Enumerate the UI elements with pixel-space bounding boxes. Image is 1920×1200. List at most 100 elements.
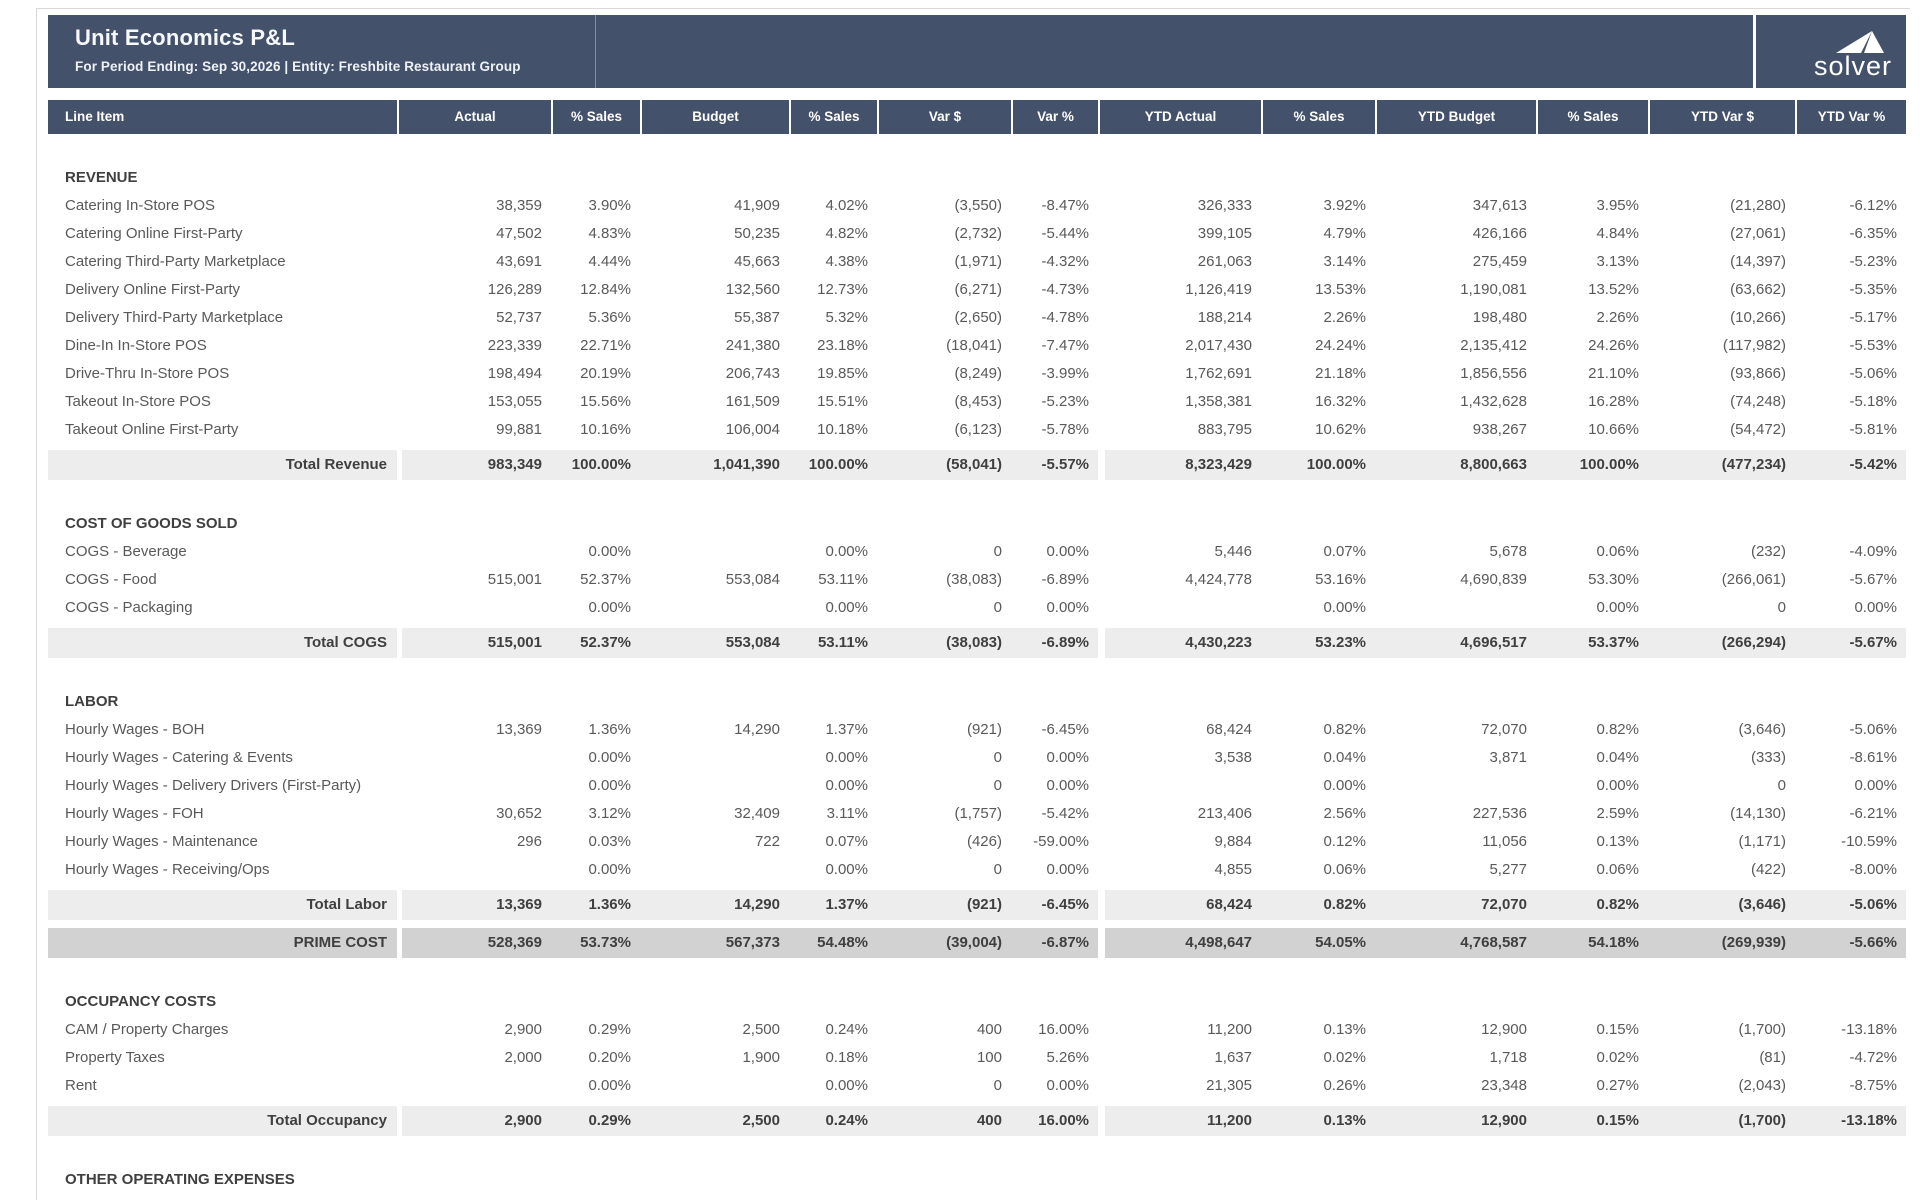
row-label: COGS - Packaging bbox=[65, 599, 193, 616]
cell-ytd-budget: 4,768,587 bbox=[1375, 928, 1536, 958]
cell-ytd-var: -5.42% bbox=[1795, 450, 1906, 480]
cell-var: 0 bbox=[993, 777, 1002, 794]
cell-sales: 2.26% bbox=[1323, 309, 1366, 326]
cell-budget: 2,500 bbox=[742, 1021, 780, 1038]
solver-logo-text: solver bbox=[1813, 51, 1892, 81]
cell-sales: 0.00% bbox=[588, 1077, 631, 1094]
cell-sales: 0.18% bbox=[825, 1049, 868, 1066]
row-label: Drive-Thru In-Store POS bbox=[65, 365, 230, 382]
cell-sales: 0.04% bbox=[1323, 749, 1366, 766]
cell-ytd-var: -5.53% bbox=[1849, 337, 1897, 354]
cell-actual: 38,359 bbox=[496, 197, 542, 214]
cell-sales: 0.13% bbox=[1596, 833, 1639, 850]
cell-ytd-var: (477,234) bbox=[1648, 450, 1795, 480]
cell-budget: 32,409 bbox=[734, 805, 780, 822]
line-item-row-hourly-wages-delivery-drivers-first-party: Hourly Wages - Delivery Drivers (First-P… bbox=[48, 772, 1906, 800]
cell-sales: 53.11% bbox=[789, 628, 877, 658]
cell-ytd-budget: 2,135,412 bbox=[1460, 337, 1527, 354]
cell-var: 0.00% bbox=[1046, 599, 1089, 616]
cell-sales: 0.15% bbox=[1536, 1106, 1648, 1136]
cell-budget: 1,900 bbox=[742, 1049, 780, 1066]
row-label: Hourly Wages - FOH bbox=[65, 805, 204, 822]
cell-budget: 132,560 bbox=[725, 281, 780, 298]
cell-sales: 0.24% bbox=[825, 1021, 868, 1038]
cell-sales: 0.82% bbox=[1536, 890, 1648, 920]
cell-sales: 12.73% bbox=[817, 281, 868, 298]
cell-var: (8,249) bbox=[954, 365, 1002, 382]
line-item-row-catering-online-first-party: Catering Online First-Party 47,502 4.83% 50… bbox=[48, 220, 1906, 248]
cell-sales: 0.27% bbox=[1596, 1077, 1639, 1094]
cell-sales: 1.36% bbox=[588, 721, 631, 738]
total-row-total-occupancy: Total Occupancy 2,900 0.29% 2,500 0.24% 400 16… bbox=[48, 1106, 1906, 1136]
cell-budget: 161,509 bbox=[725, 393, 780, 410]
cell-actual: 223,339 bbox=[487, 337, 542, 354]
total-row-total-labor: Total Labor 13,369 1.36% 14,290 1.37% (921) -6… bbox=[48, 890, 1906, 920]
row-label: Catering Third-Party Marketplace bbox=[65, 253, 286, 270]
cell-ytd-var: (54,472) bbox=[1730, 421, 1786, 438]
cell-budget: 41,909 bbox=[734, 197, 780, 214]
cell-ytd-budget: 23,348 bbox=[1481, 1077, 1527, 1094]
cell-ytd-var: (3,646) bbox=[1738, 721, 1786, 738]
column-header-ytd-budget: YTD Budget bbox=[1375, 100, 1536, 134]
cell-sales: 0.00% bbox=[588, 749, 631, 766]
cell-sales: 22.71% bbox=[580, 337, 631, 354]
line-item-row-property-taxes: Property Taxes 2,000 0.20% 1,900 0.18% 100 5.2… bbox=[48, 1044, 1906, 1072]
line-item-row-takeout-in-store-pos: Takeout In-Store POS 153,055 15.56% 161,509… bbox=[48, 388, 1906, 416]
cell-sales: 5.32% bbox=[825, 309, 868, 326]
paper-plane-icon bbox=[1836, 31, 1884, 53]
cell-ytd-actual: 188,214 bbox=[1197, 309, 1252, 326]
cell-ytd-var: (81) bbox=[1759, 1049, 1786, 1066]
cell-sales: 0.29% bbox=[588, 1021, 631, 1038]
cell-sales: 52.37% bbox=[551, 628, 640, 658]
sheet-top-border bbox=[36, 8, 1910, 9]
cell-sales: 0.26% bbox=[1323, 1077, 1366, 1094]
cell-sales: 2.56% bbox=[1323, 805, 1366, 822]
cell-sales: 100.00% bbox=[1261, 450, 1375, 480]
cell-actual: 43,691 bbox=[496, 253, 542, 270]
section-header-labor: LABOR bbox=[48, 688, 1906, 716]
cell-sales: 0.29% bbox=[551, 1106, 640, 1136]
row-label: Catering In-Store POS bbox=[65, 197, 216, 214]
cell-ytd-var: (14,397) bbox=[1730, 253, 1786, 270]
cell-var: -3.99% bbox=[1041, 365, 1089, 382]
column-header-ytd-var: YTD Var $ bbox=[1648, 100, 1795, 134]
total-row-total-revenue: Total Revenue 983,349 100.00% 1,041,390 100.… bbox=[48, 450, 1906, 480]
row-label: CAM / Property Charges bbox=[65, 1021, 229, 1038]
cell-var: (39,004) bbox=[877, 928, 1011, 958]
cell-ytd-var: -5.18% bbox=[1849, 393, 1897, 410]
cell-sales: 10.62% bbox=[1315, 421, 1366, 438]
cell-sales: 0.82% bbox=[1596, 721, 1639, 738]
cell-actual bbox=[397, 538, 551, 566]
cell-sales: 53.30% bbox=[1588, 571, 1639, 588]
cell-ytd-budget: 4,696,517 bbox=[1375, 628, 1536, 658]
column-header-ytd-actual: YTD Actual bbox=[1098, 100, 1261, 134]
cell-ytd-var: -5.67% bbox=[1849, 571, 1897, 588]
column-header-var: Var $ bbox=[877, 100, 1011, 134]
cell-var: 0.00% bbox=[1046, 1077, 1089, 1094]
cell-ytd-var: (14,130) bbox=[1730, 805, 1786, 822]
row-label: Hourly Wages - Catering & Events bbox=[65, 749, 293, 766]
cell-ytd-budget: 5,277 bbox=[1489, 861, 1527, 878]
cell-sales: 0.24% bbox=[789, 1106, 877, 1136]
cell-sales: 0.00% bbox=[1323, 599, 1366, 616]
cell-sales: 24.24% bbox=[1315, 337, 1366, 354]
cell-ytd-var: 0.00% bbox=[1854, 777, 1897, 794]
prime-cost-row: PRIME COST 528,369 53.73% 567,373 54.48% (39,… bbox=[48, 928, 1906, 958]
cell-sales: 12.84% bbox=[580, 281, 631, 298]
cell-sales: 0.04% bbox=[1596, 749, 1639, 766]
cell-ytd-var: (422) bbox=[1750, 861, 1786, 878]
cell-actual: 2,900 bbox=[504, 1021, 542, 1038]
cell-var: (921) bbox=[966, 721, 1002, 738]
cell-sales: 10.66% bbox=[1588, 421, 1639, 438]
cell-budget: 55,387 bbox=[734, 309, 780, 326]
cell-ytd-var: -5.23% bbox=[1849, 253, 1897, 270]
cell-ytd-var: (74,248) bbox=[1730, 393, 1786, 410]
pnl-table: Line Item Actual% Sales Budget% Sales Var $… bbox=[48, 100, 1906, 1194]
cell-sales: 13.52% bbox=[1588, 281, 1639, 298]
cell-var: (2,650) bbox=[954, 309, 1002, 326]
cell-var: -4.32% bbox=[1041, 253, 1089, 270]
row-label: Dine-In In-Store POS bbox=[65, 337, 207, 354]
cell-var: -5.57% bbox=[1011, 450, 1098, 480]
cell-ytd-var: (21,280) bbox=[1730, 197, 1786, 214]
cell-ytd-var: -4.72% bbox=[1849, 1049, 1897, 1066]
